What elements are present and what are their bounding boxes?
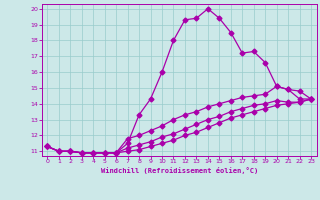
X-axis label: Windchill (Refroidissement éolien,°C): Windchill (Refroidissement éolien,°C): [100, 167, 258, 174]
